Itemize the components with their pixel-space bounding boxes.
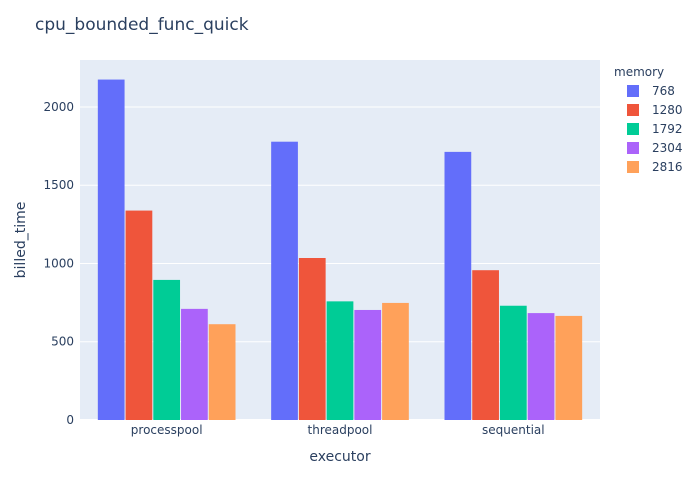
y-tick-label: 2000 bbox=[43, 100, 74, 114]
bar-threadpool-2304 bbox=[354, 309, 382, 420]
legend-swatch-2304 bbox=[627, 142, 639, 154]
bar-threadpool-2816 bbox=[382, 302, 409, 420]
legend-label-1792: 1792 bbox=[652, 122, 683, 136]
legend-label-768: 768 bbox=[652, 84, 675, 98]
legend-label-2816: 2816 bbox=[652, 160, 683, 174]
x-tick-label: threadpool bbox=[308, 423, 373, 437]
bar-processpool-2816 bbox=[208, 324, 236, 420]
y-tick-label: 500 bbox=[51, 335, 74, 349]
legend-swatch-2816 bbox=[627, 161, 639, 173]
bar-sequential-1280 bbox=[472, 270, 499, 420]
legend-swatch-1280 bbox=[627, 104, 639, 116]
y-tick-label: 1000 bbox=[43, 256, 74, 270]
x-axis-ticks: processpool threadpool sequential bbox=[131, 423, 545, 437]
legend-label-1280: 1280 bbox=[652, 103, 683, 117]
bar-sequential-1792 bbox=[499, 305, 527, 420]
bar-threadpool-1792 bbox=[326, 301, 354, 420]
x-tick-label: processpool bbox=[131, 423, 203, 437]
bar-sequential-2304 bbox=[527, 313, 555, 420]
y-axis-title: billed_time bbox=[13, 202, 29, 279]
legend-swatch-1792 bbox=[627, 123, 639, 135]
bar-processpool-2304 bbox=[181, 308, 208, 420]
legend-label-2304: 2304 bbox=[652, 141, 683, 155]
bar-processpool-1792 bbox=[153, 279, 181, 420]
x-axis-title: executor bbox=[309, 449, 370, 465]
legend-title: memory bbox=[614, 65, 664, 79]
bar-threadpool-1280 bbox=[298, 258, 326, 420]
bar-sequential-2816 bbox=[555, 315, 583, 420]
legend: memory 768 1280 1792 2304 2816 bbox=[614, 65, 683, 174]
chart-title: cpu_bounded_func_quick bbox=[35, 15, 249, 35]
y-tick-label: 0 bbox=[66, 413, 74, 427]
x-tick-label: sequential bbox=[482, 423, 545, 437]
bars bbox=[97, 79, 583, 420]
bar-processpool-768 bbox=[97, 79, 125, 420]
bar-sequential-768 bbox=[444, 151, 472, 420]
y-tick-label: 1500 bbox=[43, 178, 74, 192]
legend-swatch-768 bbox=[627, 85, 639, 97]
y-axis-ticks: 0 500 1000 1500 2000 bbox=[43, 100, 74, 427]
bar-threadpool-768 bbox=[271, 141, 298, 420]
bar-processpool-1280 bbox=[125, 210, 153, 420]
